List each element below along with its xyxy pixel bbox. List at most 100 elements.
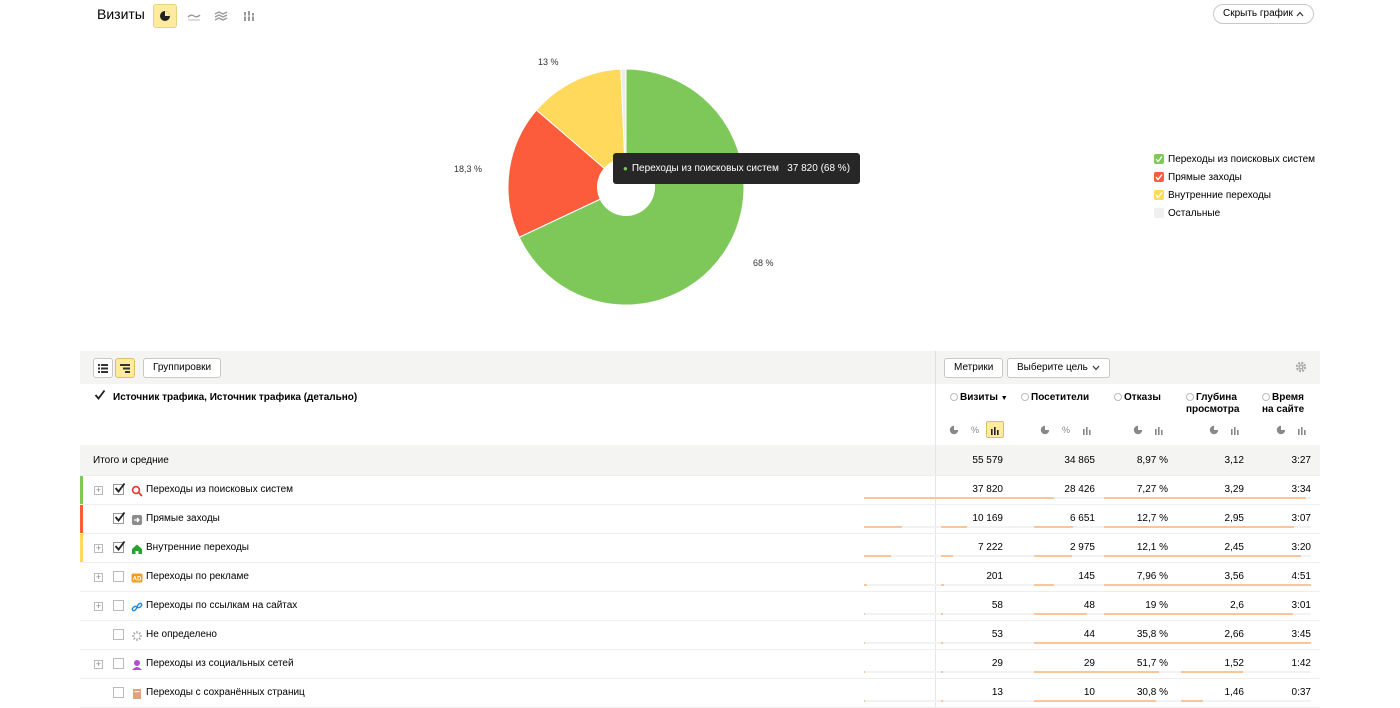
- row-label[interactable]: Переходы из социальных сетей: [146, 658, 294, 669]
- pie-slice-1[interactable]: [507, 109, 627, 238]
- row-label[interactable]: Переходы из поисковых систем: [146, 484, 294, 495]
- table-row[interactable]: Не определено 53 44 35,8 % 2,66 3:45: [80, 621, 1320, 650]
- col-head-depth[interactable]: Глубина просмотра: [1186, 392, 1239, 416]
- col-head-bounces[interactable]: Отказы: [1114, 392, 1161, 404]
- dimensions-title: Источник трафика, Источник трафика (дета…: [113, 392, 358, 403]
- legend-checkbox[interactable]: [1154, 208, 1164, 218]
- row-checkbox[interactable]: [113, 482, 126, 495]
- pie-view-icon[interactable]: [1129, 421, 1147, 438]
- col-head-visitors[interactable]: Посетители: [1021, 392, 1089, 404]
- expand-icon[interactable]: +: [94, 572, 103, 582]
- gear-icon[interactable]: [1295, 361, 1307, 373]
- bar-view-icon[interactable]: [986, 421, 1004, 438]
- row-checkbox[interactable]: [113, 511, 126, 524]
- bar-view-icon[interactable]: [1150, 421, 1168, 438]
- row-checkbox[interactable]: [113, 658, 124, 669]
- line-chart-type-button[interactable]: [182, 4, 206, 28]
- legend-item-1[interactable]: Прямые заходы: [1154, 168, 1315, 186]
- report-title: Визиты: [97, 6, 145, 22]
- col-time-label-2: на сайте: [1262, 404, 1305, 415]
- legend-item-3[interactable]: Остальные: [1154, 204, 1315, 222]
- select-all-checkbox[interactable]: [94, 389, 106, 401]
- tree-view-button[interactable]: [115, 358, 135, 378]
- hide-chart-button[interactable]: Скрыть график: [1213, 4, 1314, 24]
- row-checkbox[interactable]: [113, 571, 124, 582]
- cell-bounces: 12,7 %: [1136, 513, 1168, 524]
- expand-icon[interactable]: +: [94, 485, 103, 495]
- cell-bar-time: [1181, 671, 1311, 673]
- list-view-button[interactable]: [93, 358, 113, 378]
- tooltip-value: 37 820 (68 %): [787, 163, 851, 174]
- cell-time: 3:27: [1291, 455, 1311, 466]
- groupings-button[interactable]: Группировки: [143, 358, 222, 378]
- cell-depth: 3,12: [1224, 455, 1244, 466]
- cell-bar-time: [1181, 526, 1311, 528]
- row-label[interactable]: Переходы по ссылкам на сайтах: [146, 600, 298, 611]
- cell-visitors: 28 426: [1064, 484, 1095, 495]
- column-divider: [935, 445, 936, 475]
- tooltip-dot-icon: ●: [623, 164, 628, 173]
- percent-icon[interactable]: %: [1061, 424, 1070, 435]
- col-head-time[interactable]: Время на сайте: [1262, 392, 1304, 416]
- cell-bar-visitors: [941, 671, 1096, 673]
- pie-view-icon[interactable]: [945, 421, 963, 438]
- col-bounces-label: Отказы: [1124, 392, 1161, 403]
- cell-bar-depth: [1104, 642, 1244, 644]
- expand-icon[interactable]: +: [94, 659, 103, 669]
- row-checkbox[interactable]: [113, 629, 124, 640]
- metrics-button[interactable]: Метрики: [944, 358, 1004, 378]
- col-head-visits[interactable]: Визиты ▼: [950, 392, 1008, 405]
- bar-chart-type-button[interactable]: [237, 4, 261, 28]
- pie-slice-2[interactable]: [535, 68, 627, 189]
- cell-bounces: 7,27 %: [1136, 484, 1168, 495]
- column-divider: [935, 384, 936, 445]
- pie-view-icon[interactable]: [1036, 421, 1054, 438]
- row-checkbox[interactable]: [113, 540, 126, 553]
- table-row[interactable]: + Переходы по ссылкам на сайтах 58 48 19 % 2,…: [80, 592, 1320, 621]
- table-row[interactable]: + Внутренние переходы 7 222 2 975 12,1 % 2,45…: [80, 534, 1320, 563]
- table-row[interactable]: + Переходы из поисковых систем 37 820 28 42…: [80, 476, 1320, 505]
- legend-item-0[interactable]: Переходы из поисковых систем: [1154, 150, 1315, 168]
- expand-icon[interactable]: +: [94, 543, 103, 553]
- cell-bar-time: [1181, 700, 1311, 702]
- percent-icon[interactable]: %: [970, 424, 979, 435]
- home-icon: [131, 542, 143, 554]
- legend-checkbox[interactable]: [1154, 154, 1164, 164]
- bar-view-icon[interactable]: [1293, 421, 1311, 438]
- legend-checkbox[interactable]: [1154, 190, 1164, 200]
- area-chart-type-button[interactable]: [209, 4, 233, 28]
- select-goal-button[interactable]: Выберите цель: [1007, 358, 1110, 378]
- legend-item-2[interactable]: Внутренние переходы: [1154, 186, 1315, 204]
- row-label[interactable]: Прямые заходы: [146, 513, 220, 524]
- table-row[interactable]: Прямые заходы 10 169 6 651 12,7 % 2,95 3:07: [80, 505, 1320, 534]
- row-label[interactable]: Не определено: [146, 629, 217, 640]
- bar-view-icon[interactable]: [1078, 421, 1096, 438]
- cell-bar-visitors: [941, 497, 1096, 499]
- cell-time: 1:42: [1291, 658, 1311, 669]
- cell-bounces: 19 %: [1145, 600, 1168, 611]
- cell-bar-bounces: [1034, 526, 1169, 528]
- cell-bounces: 51,7 %: [1136, 658, 1168, 669]
- cell-time: 3:45: [1291, 629, 1311, 640]
- row-label[interactable]: Переходы по рекламе: [146, 571, 249, 582]
- expand-icon[interactable]: +: [94, 601, 103, 611]
- pie-view-icon[interactable]: [1272, 421, 1290, 438]
- bar-view-icon[interactable]: [1226, 421, 1244, 438]
- row-label[interactable]: Внутренние переходы: [146, 542, 249, 553]
- table-row[interactable]: + Переходы из социальных сетей 29 29 51,7 % 1…: [80, 650, 1320, 679]
- pie-chart: [507, 68, 745, 306]
- legend-checkbox[interactable]: [1154, 172, 1164, 182]
- col-visits-label: Визиты: [960, 392, 998, 403]
- cell-visits: 7 222: [977, 542, 1003, 553]
- table-row[interactable]: + AD Переходы по рекламе 201 145 7,96 % 3,56 4:…: [80, 563, 1320, 592]
- cell-bar-visits: [864, 555, 1004, 557]
- pie-view-icon[interactable]: [1205, 421, 1223, 438]
- pie-chart-type-button[interactable]: [153, 4, 177, 28]
- tree-icon: [120, 363, 130, 373]
- column-divider: [935, 476, 936, 504]
- cell-bounces: 12,1 %: [1136, 542, 1168, 553]
- table-row[interactable]: Переходы с сохранённых страниц 13 10 30,8 %…: [80, 679, 1320, 708]
- cell-bar-bounces: [1034, 671, 1169, 673]
- row-checkbox[interactable]: [113, 600, 124, 611]
- pie-chart-icon: [160, 11, 170, 21]
